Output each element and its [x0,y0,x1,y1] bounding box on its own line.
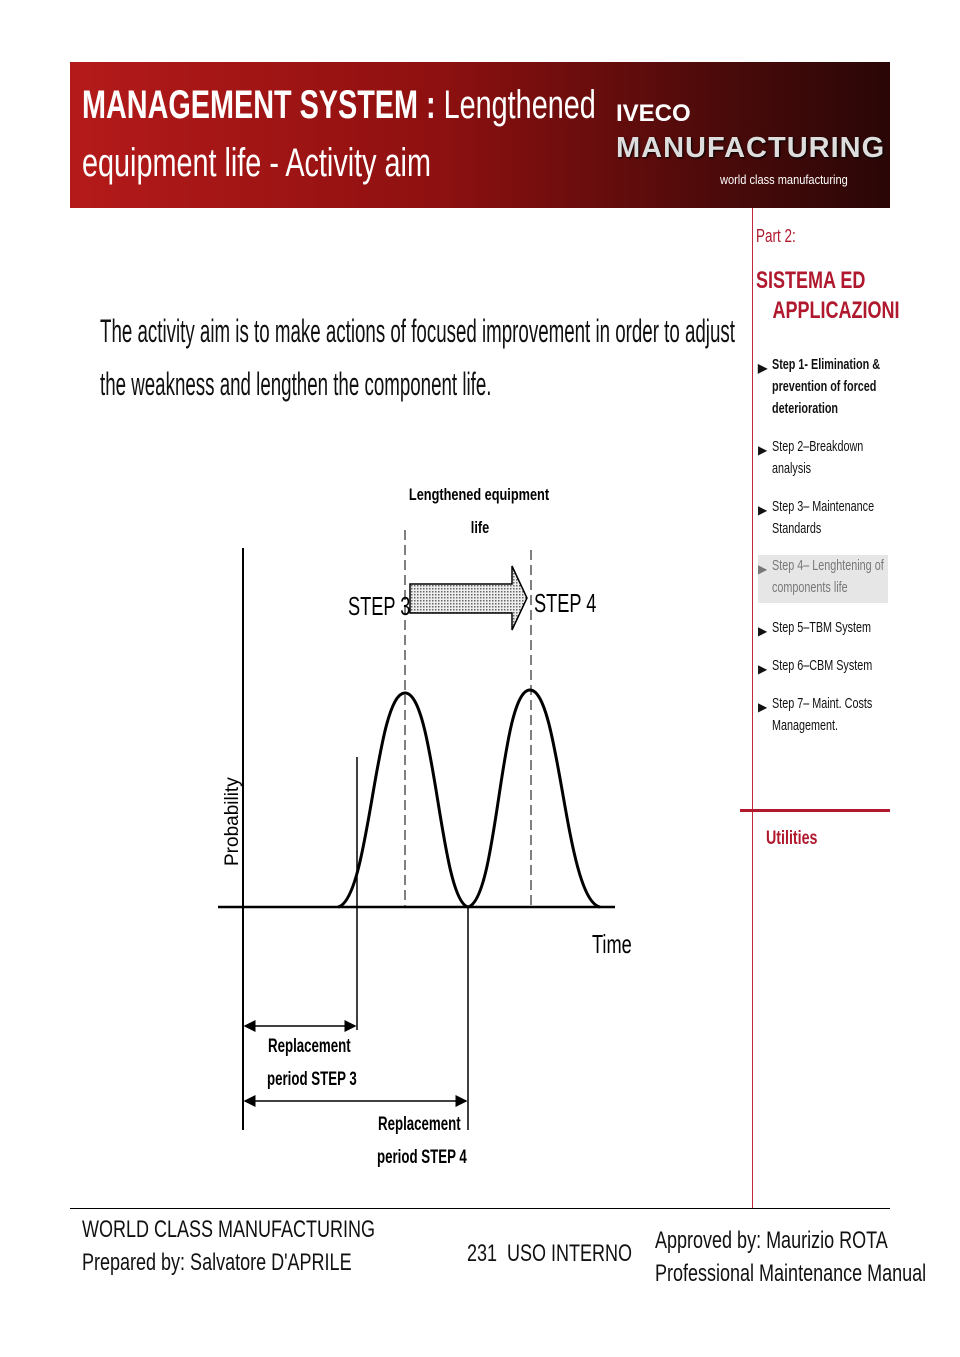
section-title-1: SISTEMA ED [756,267,866,294]
step4-label: STEP 4 [534,589,596,618]
logo-iveco: IVECO [616,100,691,127]
header-banner: MANAGEMENT SYSTEM : Lengthened equipment … [70,62,890,208]
rep3-label-2: period STEP 3 [267,1069,357,1090]
utilities-link[interactable]: Utilities [766,828,818,849]
section-title: SISTEMA ED APPLICAZIONI [756,266,900,326]
x-axis-label: Time [592,930,632,959]
triangle-icon: ▶ [758,361,768,375]
body-line-2: the weakness and lengthen the component … [100,366,492,402]
section-title-2: APPLICAZIONI [772,297,900,324]
part-label: Part 2: [756,226,796,246]
title-bold: MANAGEMENT SYSTEM : [82,83,436,127]
body-line-1: The activity aim is to make actions of f… [100,313,735,349]
footer-approved-by: Approved by: Maurizio ROTA [655,1227,888,1254]
sidebar-item-label: Step 6–CBM System [772,657,873,674]
step3-label: STEP 3 [348,592,410,621]
triangle-icon: ▶ [758,662,768,676]
triangle-icon: ▶ [758,443,768,457]
sidebar-item-step2[interactable]: ▶ Step 2–Breakdown analysis [758,436,888,480]
footer-divider [70,1208,890,1209]
sidebar-item-label: Step 1- Elimination & prevention of forc… [772,356,881,417]
sidebar-item-label: Step 3– Maintenance Standards [772,498,875,537]
triangle-icon: ▶ [758,503,768,517]
sidebar-divider [752,208,753,1208]
sidebar-item-step3[interactable]: ▶ Step 3– Maintenance Standards [758,496,888,540]
sidebar-item-label: Step 7– Maint. Costs Management. [772,695,873,734]
rep4-label-1: Replacement [378,1114,461,1135]
footer-wcm: WORLD CLASS MANUFACTURING [82,1216,376,1243]
utilities-divider [740,809,890,812]
sidebar-item-label: Step 2–Breakdown analysis [772,438,864,477]
sidebar-item-step6[interactable]: ▶ Step 6–CBM System [758,655,888,677]
sidebar-item-step7[interactable]: ▶ Step 7– Maint. Costs Management. [758,693,888,737]
page-title: MANAGEMENT SYSTEM : Lengthened equipment … [82,76,596,192]
title-rest: Lengthened [435,83,596,127]
sidebar-item-step1[interactable]: ▶ Step 1- Elimination & prevention of for… [758,354,888,420]
sidebar-item-step4[interactable]: ▶ Step 4– Lenghtening of components life [758,555,888,603]
triangle-icon: ▶ [758,700,768,714]
footer-classification: USO INTERNO [507,1240,633,1267]
triangle-icon: ▶ [758,562,768,576]
body-text: The activity aim is to make actions of f… [100,305,735,411]
footer-right: Approved by: Maurizio ROTA Professional M… [655,1224,926,1290]
y-axis-label: Probability [222,777,243,866]
top-label-1: Lengthened equipment [409,485,549,504]
logo-manufacturing: MANUFACTURING [616,132,886,164]
triangle-icon: ▶ [758,624,768,638]
footer-prepared-by: Prepared by: Salvatore D'APRILE [82,1249,352,1276]
lengthening-arrow [409,565,528,631]
logo-tagline: world class manufacturing [720,172,848,187]
rep4-label-2: period STEP 4 [377,1147,468,1168]
sidebar-item-step5[interactable]: ▶ Step 5–TBM System [758,617,888,639]
top-label-2: life [471,518,489,537]
sidebar-item-label: Step 5–TBM System [772,619,872,636]
footer-left: WORLD CLASS MANUFACTURING Prepared by: Sa… [82,1213,375,1279]
sidebar-item-label: Step 4– Lenghtening of components life [772,557,884,596]
rep3-label-1: Replacement [268,1036,351,1057]
footer-page-number: 231 [467,1240,498,1267]
title-line2: equipment life - Activity aim [82,141,431,185]
step3-curve [337,691,469,909]
step4-curve [467,688,601,909]
footer-manual: Professional Maintenance Manual [655,1260,927,1287]
